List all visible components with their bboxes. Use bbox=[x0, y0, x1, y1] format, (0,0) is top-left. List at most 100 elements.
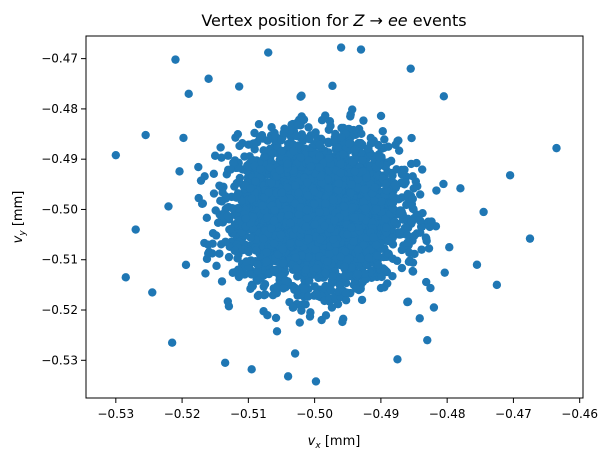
scatter-point bbox=[164, 202, 173, 211]
scatter-point bbox=[376, 283, 386, 293]
x-tick-label: −0.46 bbox=[561, 407, 598, 421]
scatter-point bbox=[255, 134, 264, 143]
scatter-point bbox=[360, 184, 369, 194]
scatter-point bbox=[259, 146, 268, 155]
scatter-point bbox=[353, 270, 363, 279]
scatter-point bbox=[403, 238, 412, 247]
scatter-point bbox=[230, 246, 239, 255]
scatter-point bbox=[350, 167, 360, 176]
scatter-point bbox=[262, 257, 271, 266]
scatter-point bbox=[253, 276, 262, 285]
scatter-point bbox=[352, 284, 361, 293]
scatter-point bbox=[391, 140, 400, 150]
scatter-point bbox=[384, 236, 393, 246]
scatter-point bbox=[338, 317, 347, 327]
scatter-point bbox=[181, 260, 191, 270]
scatter-point bbox=[382, 186, 391, 195]
scatter-point bbox=[315, 208, 324, 217]
scatter-point bbox=[232, 193, 241, 202]
scatter-point bbox=[311, 377, 321, 386]
scatter-point bbox=[397, 263, 407, 273]
scatter-point bbox=[302, 214, 312, 223]
scatter-point bbox=[381, 179, 390, 189]
x-tick-label: −0.49 bbox=[362, 407, 399, 421]
scatter-point bbox=[295, 318, 304, 327]
scatter-point bbox=[288, 303, 298, 312]
scatter-point bbox=[321, 268, 330, 278]
scatter-point bbox=[242, 257, 251, 266]
scatter-point bbox=[209, 169, 219, 178]
scatter-point bbox=[310, 199, 319, 209]
x-axis: −0.53 −0.52 −0.51 −0.50 −0.49 −0.48 −0.47 −0.46 bbox=[97, 398, 598, 421]
scatter-point bbox=[224, 252, 234, 262]
scatter-point bbox=[227, 203, 237, 213]
scatter-point bbox=[285, 194, 294, 203]
scatter-point bbox=[111, 150, 121, 160]
scatter-point bbox=[323, 257, 332, 266]
scatter-point bbox=[377, 272, 386, 282]
scatter-point bbox=[328, 81, 337, 91]
scatter-point bbox=[259, 282, 268, 291]
scatter-point bbox=[275, 165, 284, 175]
scatter-point bbox=[388, 171, 397, 180]
scatter-point bbox=[292, 264, 302, 273]
scatter-point bbox=[364, 253, 373, 262]
scatter-point bbox=[312, 289, 321, 298]
scatter-point bbox=[310, 282, 319, 291]
scatter-point bbox=[269, 216, 279, 226]
scatter-point bbox=[212, 231, 221, 240]
scatter-point bbox=[246, 184, 255, 193]
x-tick-label: −0.52 bbox=[164, 407, 201, 421]
scatter-point bbox=[354, 138, 363, 148]
scatter-point bbox=[374, 260, 383, 270]
scatter-point bbox=[357, 129, 366, 139]
scatter-point bbox=[353, 183, 363, 193]
scatter-point bbox=[264, 48, 273, 57]
scatter-point bbox=[525, 234, 535, 243]
scatter-point bbox=[341, 289, 351, 298]
scatter-point bbox=[321, 199, 330, 208]
scatter-point bbox=[325, 117, 335, 126]
scatter-point bbox=[204, 249, 213, 258]
scatter-point bbox=[353, 174, 363, 184]
scatter-point bbox=[328, 235, 338, 244]
scatter-point bbox=[369, 233, 378, 242]
scatter-point bbox=[201, 269, 210, 278]
scatter-point bbox=[323, 175, 332, 184]
plot-frame bbox=[85, 35, 584, 399]
scatter-point bbox=[296, 153, 305, 162]
scatter-point bbox=[381, 214, 390, 224]
scatter-point bbox=[315, 140, 324, 149]
scatter-point bbox=[233, 129, 243, 139]
scatter-point bbox=[324, 154, 334, 163]
scatter-point bbox=[267, 178, 276, 188]
scatter-point bbox=[415, 216, 424, 225]
scatter-point bbox=[315, 152, 324, 161]
scatter-point bbox=[304, 292, 313, 301]
scatter-point bbox=[373, 251, 382, 260]
scatter-point bbox=[347, 180, 356, 189]
scatter-point bbox=[256, 165, 265, 174]
scatter-point bbox=[321, 111, 330, 120]
scatter-point bbox=[327, 303, 337, 312]
scatter-point bbox=[316, 172, 326, 181]
scatter-point bbox=[215, 249, 224, 258]
scatter-point bbox=[276, 230, 286, 240]
scatter-point bbox=[415, 190, 425, 199]
scatter-point bbox=[338, 150, 348, 159]
scatter-point bbox=[362, 173, 371, 182]
scatter-point bbox=[213, 218, 223, 227]
scatter-point bbox=[422, 234, 431, 243]
scatter-point bbox=[439, 179, 448, 189]
scatter-point bbox=[217, 197, 227, 206]
scatter-point bbox=[217, 153, 226, 162]
y-tick-label: −0.51 bbox=[41, 253, 78, 267]
scatter-point bbox=[223, 211, 233, 221]
scatter-point bbox=[202, 213, 212, 223]
scatter-point bbox=[330, 216, 339, 225]
scatter-point bbox=[260, 152, 269, 161]
scatter-point bbox=[235, 173, 245, 183]
scatter-point bbox=[397, 178, 406, 187]
scatter-point bbox=[262, 248, 271, 257]
scatter-point bbox=[374, 140, 383, 150]
